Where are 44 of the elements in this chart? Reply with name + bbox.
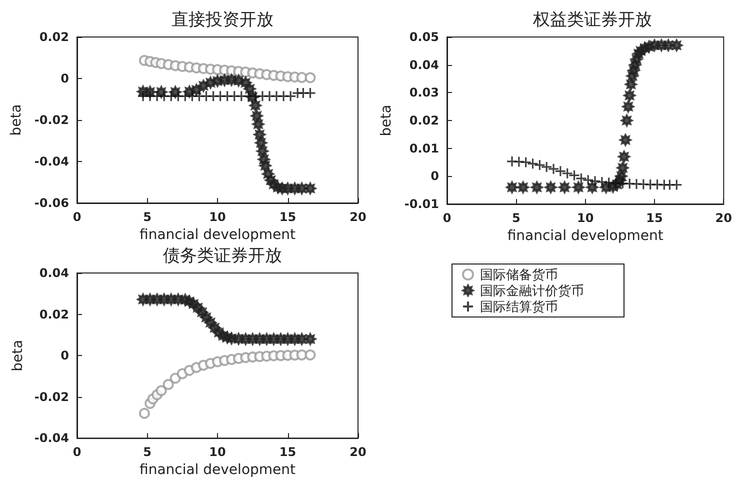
y-axis-title: beta xyxy=(8,104,25,136)
x-axis-title: financial development xyxy=(139,462,296,478)
legend-label: 国际储备货币 xyxy=(480,267,558,282)
y-tick-label: 0 xyxy=(60,348,69,363)
x-axis-title: financial development xyxy=(139,226,296,243)
y-axis-title: beta xyxy=(10,340,26,372)
x-tick-label: 20 xyxy=(350,210,366,224)
x-tick-label: 5 xyxy=(143,210,152,224)
y-axis-title: beta xyxy=(378,104,395,136)
legend-label: 国际金融计价货币 xyxy=(480,283,584,298)
x-tick-label: 15 xyxy=(279,210,296,224)
y-tick-label: 0.05 xyxy=(409,30,439,44)
y-tick-label: 0.02 xyxy=(409,114,439,128)
x-tick-label: 5 xyxy=(512,211,520,225)
x-tick-label: 20 xyxy=(715,211,732,225)
x-tick-label: 20 xyxy=(350,445,366,460)
y-tick-label: 0.04 xyxy=(39,266,69,280)
y-tick-label: 0 xyxy=(60,72,69,86)
x-tick-label: 10 xyxy=(576,211,594,225)
y-tick-label: -0.06 xyxy=(34,196,69,210)
y-tick-label: 0.02 xyxy=(39,30,69,44)
x-tick-label: 5 xyxy=(143,445,152,460)
x-tick-label: 15 xyxy=(279,445,296,460)
chart-title: 债务类证券开放 xyxy=(163,246,282,265)
chart-title: 直接投资开放 xyxy=(172,10,274,29)
x-tick-label: 0 xyxy=(442,211,452,225)
x-tick-label: 10 xyxy=(209,445,226,460)
chart-title: 权益类证券开放 xyxy=(532,10,652,29)
y-tick-label: 0.04 xyxy=(409,58,439,72)
y-tick-label: 0.01 xyxy=(409,141,439,156)
y-tick-label: -0.04 xyxy=(34,431,69,446)
x-tick-label: 15 xyxy=(646,211,663,225)
x-tick-label: 10 xyxy=(209,210,226,224)
y-tick-label: 0 xyxy=(430,169,439,184)
y-tick-label: -0.02 xyxy=(34,390,69,404)
x-axis-title: financial development xyxy=(507,228,664,244)
y-tick-label: -0.01 xyxy=(404,197,439,211)
x-tick-label: 0 xyxy=(72,210,82,224)
y-tick-label: 0.02 xyxy=(39,307,69,322)
legend-label: 国际结算货币 xyxy=(480,299,558,314)
x-tick-label: 0 xyxy=(72,445,82,460)
y-tick-label: -0.02 xyxy=(34,113,69,127)
y-tick-label: 0.03 xyxy=(409,86,439,100)
y-tick-label: -0.04 xyxy=(34,154,69,168)
